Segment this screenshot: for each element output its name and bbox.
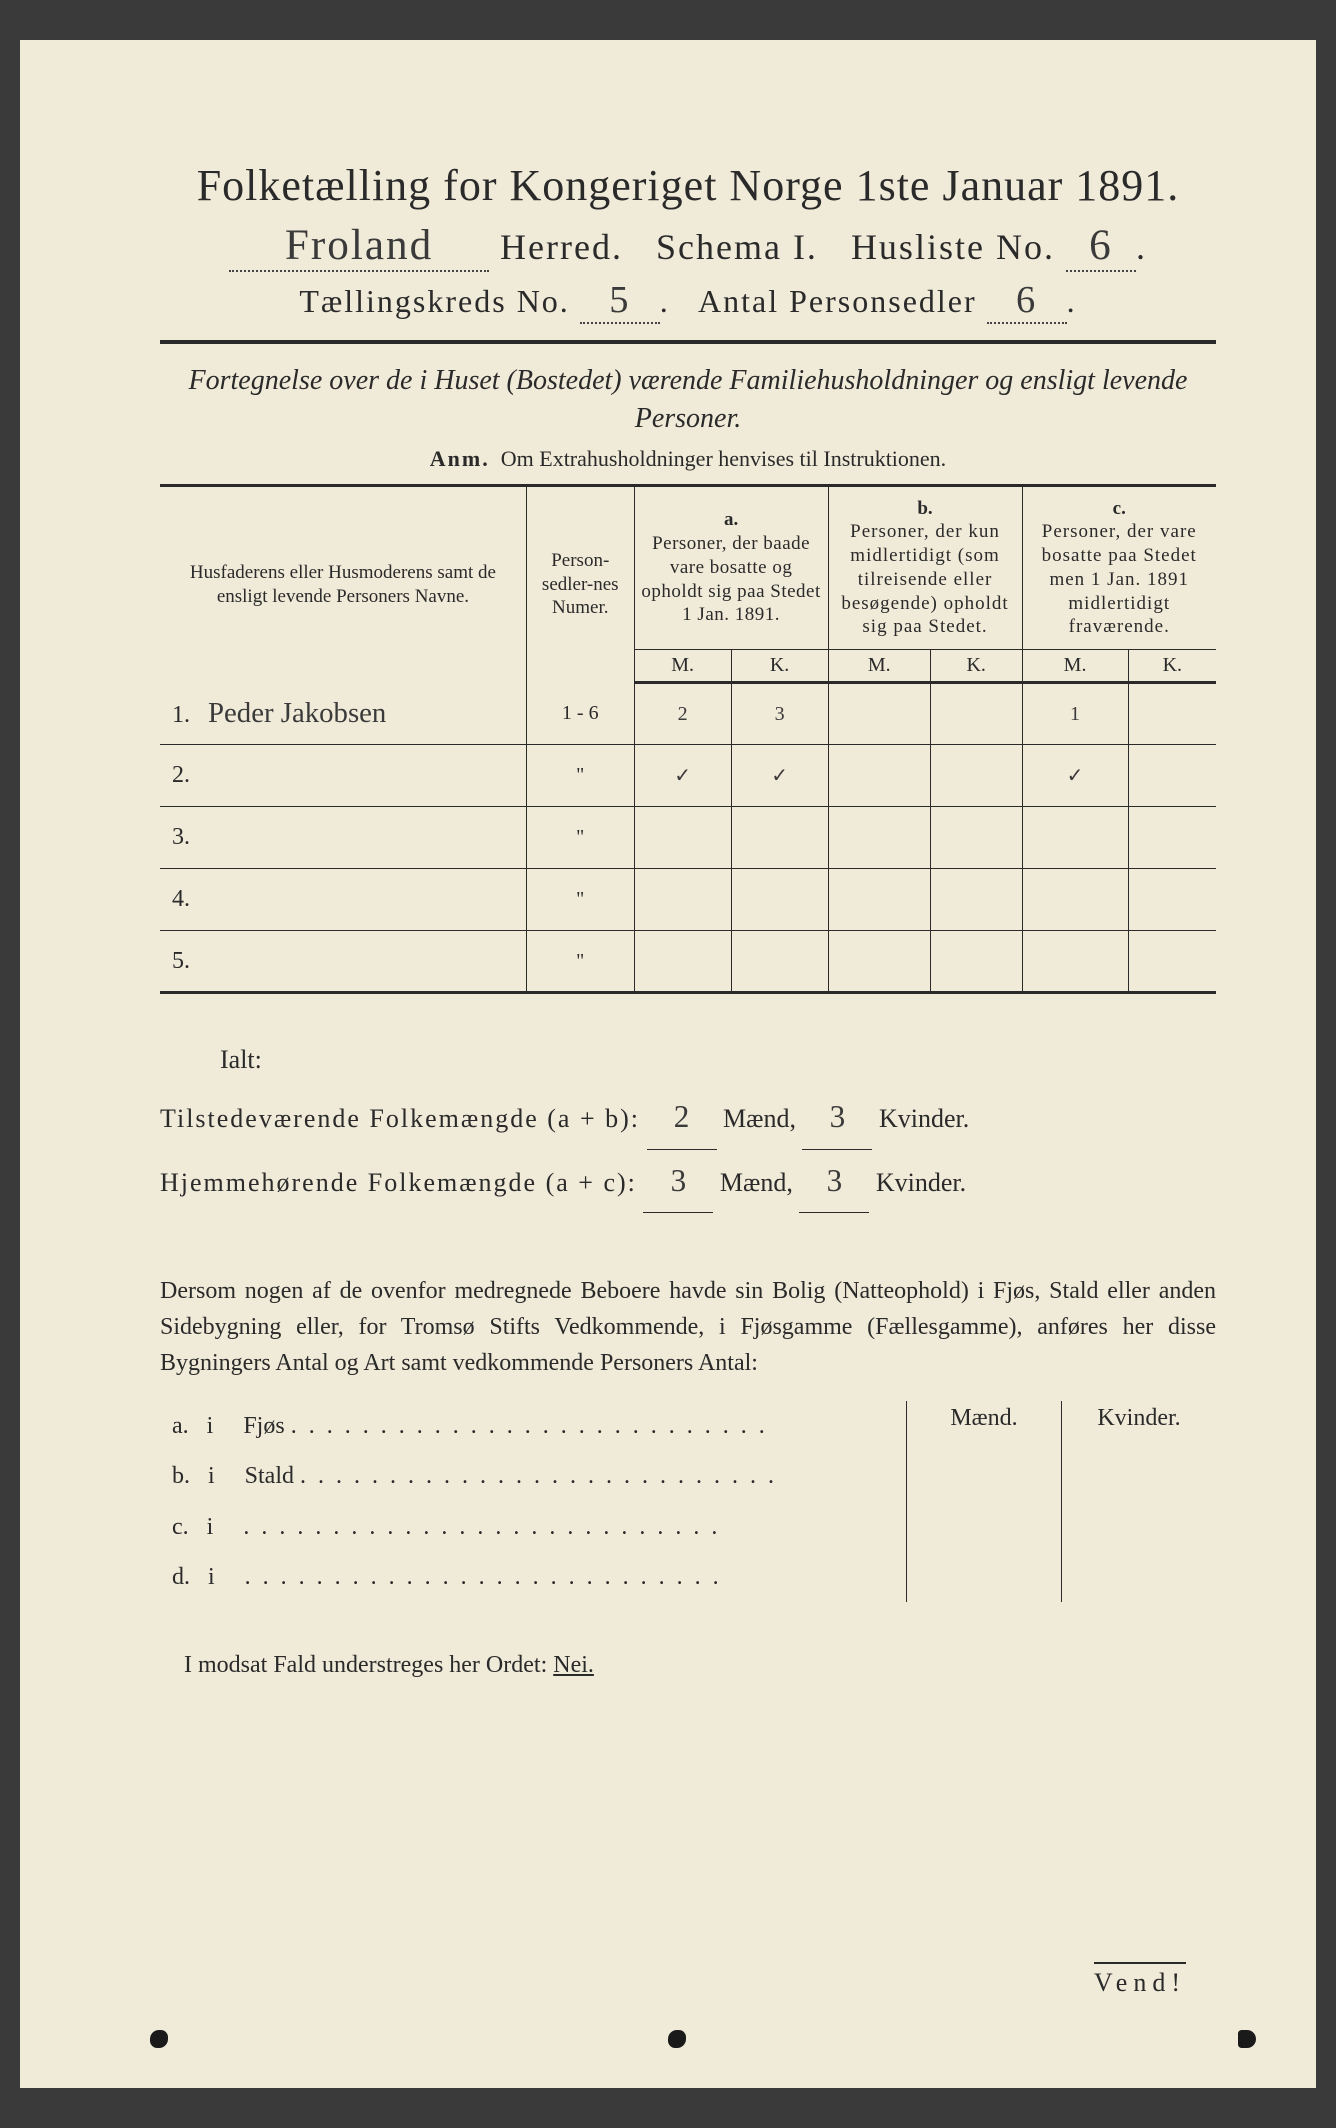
- cell-ak: [731, 931, 828, 993]
- cell-am: ✓: [634, 745, 731, 807]
- cell-cm: [1022, 931, 1128, 993]
- cell-psn: ": [526, 807, 634, 869]
- page-title: Folketælling for Kongeriget Norge 1ste J…: [160, 160, 1216, 211]
- personsedler-label: Antal Personsedler: [698, 283, 977, 319]
- cell-name: 4.: [160, 869, 526, 931]
- building-kvinder: Kvinder.: [1062, 1401, 1216, 1603]
- col-a: a. Personer, der baade vare bosatte og o…: [634, 485, 828, 650]
- punch-hole: [150, 2030, 168, 2048]
- cell-bk: [930, 683, 1022, 745]
- cell-name: 1. Peder Jakobsen: [160, 683, 526, 745]
- resident-m: 3: [643, 1150, 713, 1213]
- personsedler-value: 6: [987, 278, 1067, 324]
- cell-bk: [930, 807, 1022, 869]
- totals-resident: Hjemmehørende Folkemængde (a + c): 3 Mæn…: [160, 1150, 1216, 1213]
- col-b-k: K.: [930, 650, 1022, 683]
- col-c-k: K.: [1128, 650, 1216, 683]
- building-rows: a. i Fjøs . . . . . . . . . . . . . . . …: [160, 1401, 906, 1603]
- kreds-label: Tællingskreds No.: [299, 283, 569, 319]
- col-c-m: M.: [1022, 650, 1128, 683]
- herred-label: Herred.: [500, 227, 623, 267]
- totals-present: Tilstedeværende Folkemængde (a + b): 2 M…: [160, 1086, 1216, 1149]
- cell-bm: [828, 869, 930, 931]
- cell-ck: [1128, 807, 1216, 869]
- building-maend: Mænd.: [907, 1401, 1062, 1603]
- kreds-value: 5: [580, 278, 660, 324]
- subtitle: Fortegnelse over de i Huset (Bostedet) v…: [160, 362, 1216, 438]
- table-row: 1. Peder Jakobsen1 - 623 1: [160, 683, 1216, 745]
- table-row: 4. ": [160, 869, 1216, 931]
- footer-line: I modsat Fald understreges her Ordet: Ne…: [160, 1652, 1216, 1679]
- husliste-label: Husliste No.: [851, 227, 1055, 267]
- col-a-k: K.: [731, 650, 828, 683]
- cell-ak: ✓: [731, 745, 828, 807]
- cell-bm: [828, 745, 930, 807]
- census-form-page: Folketælling for Kongeriget Norge 1ste J…: [20, 40, 1316, 2088]
- col-b: b. Personer, der kun midlertidigt (som t…: [828, 485, 1022, 650]
- cell-cm: [1022, 807, 1128, 869]
- col-c: c. Personer, der vare bosatte paa Stedet…: [1022, 485, 1216, 650]
- vend-label: Vend!: [1094, 1962, 1186, 1998]
- ialt-label: Ialt:: [220, 1034, 1216, 1086]
- cell-psn: ": [526, 745, 634, 807]
- building-row: a. i Fjøs . . . . . . . . . . . . . . . …: [160, 1401, 896, 1451]
- cell-am: 2: [634, 683, 731, 745]
- cell-am: [634, 807, 731, 869]
- husliste-value: 6: [1066, 221, 1136, 272]
- col-b-m: M.: [828, 650, 930, 683]
- cell-ck: [1128, 745, 1216, 807]
- punch-hole: [1238, 2030, 1256, 2048]
- cell-bk: [930, 745, 1022, 807]
- table-row: 3. ": [160, 807, 1216, 869]
- cell-ck: [1128, 869, 1216, 931]
- totals-block: Ialt: Tilstedeværende Folkemængde (a + b…: [160, 1034, 1216, 1213]
- building-cols: Mænd. Kvinder.: [906, 1401, 1216, 1603]
- building-table: a. i Fjøs . . . . . . . . . . . . . . . …: [160, 1401, 1216, 1603]
- cell-am: [634, 931, 731, 993]
- resident-k: 3: [799, 1150, 869, 1213]
- cell-name: 2.: [160, 745, 526, 807]
- annotation: Anm. Om Extrahusholdninger henvises til …: [160, 446, 1216, 472]
- cell-bk: [930, 931, 1022, 993]
- col-numer: Person-sedler-nes Numer.: [526, 485, 634, 683]
- cell-bm: [828, 931, 930, 993]
- anm-text: Om Extrahusholdninger henvises til Instr…: [501, 446, 946, 471]
- cell-cm: 1: [1022, 683, 1128, 745]
- present-m: 2: [647, 1086, 717, 1149]
- cell-ak: [731, 869, 828, 931]
- building-row: b. i Stald . . . . . . . . . . . . . . .…: [160, 1451, 896, 1501]
- cell-ck: [1128, 931, 1216, 993]
- cell-ak: [731, 807, 828, 869]
- household-table: Husfaderens eller Husmoderens samt de en…: [160, 484, 1216, 995]
- cell-name: 3.: [160, 807, 526, 869]
- header-line-3: Tællingskreds No. 5. Antal Personsedler …: [160, 278, 1216, 324]
- cell-ak: 3: [731, 683, 828, 745]
- building-row: d. i . . . . . . . . . . . . . . . . . .…: [160, 1552, 896, 1602]
- header-line-2: Froland Herred. Schema I. Husliste No. 6…: [160, 221, 1216, 272]
- building-row: c. i . . . . . . . . . . . . . . . . . .…: [160, 1502, 896, 1552]
- col-name: Husfaderens eller Husmoderens samt de en…: [160, 485, 526, 683]
- herred-value: Froland: [229, 221, 489, 272]
- table-row: 5. ": [160, 931, 1216, 993]
- cell-bm: [828, 683, 930, 745]
- cell-psn: ": [526, 869, 634, 931]
- schema-label: Schema I.: [656, 227, 818, 267]
- present-k: 3: [802, 1086, 872, 1149]
- building-paragraph: Dersom nogen af de ovenfor medregnede Be…: [160, 1273, 1216, 1381]
- divider: [160, 340, 1216, 344]
- punch-hole: [668, 2030, 686, 2048]
- cell-am: [634, 869, 731, 931]
- anm-label: Anm.: [430, 446, 490, 471]
- cell-bm: [828, 807, 930, 869]
- cell-bk: [930, 869, 1022, 931]
- col-a-m: M.: [634, 650, 731, 683]
- cell-psn: ": [526, 931, 634, 993]
- table-row: 2. "✓✓✓: [160, 745, 1216, 807]
- cell-cm: ✓: [1022, 745, 1128, 807]
- cell-name: 5.: [160, 931, 526, 993]
- cell-cm: [1022, 869, 1128, 931]
- footer-nei: Nei.: [553, 1652, 594, 1678]
- cell-psn: 1 - 6: [526, 683, 634, 745]
- cell-ck: [1128, 683, 1216, 745]
